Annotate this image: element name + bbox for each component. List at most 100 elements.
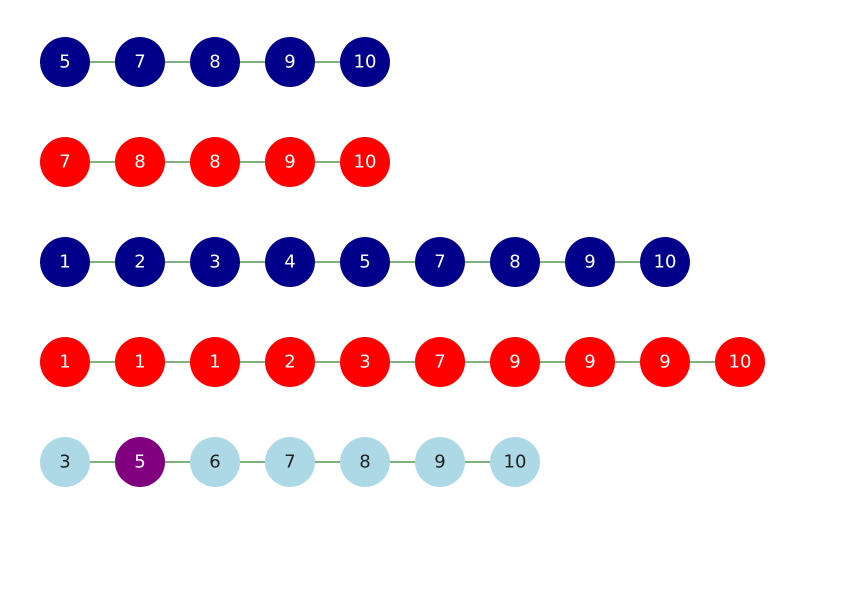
node-value: 1 (209, 352, 220, 373)
list-node: 4 (265, 237, 315, 287)
node-circle (715, 337, 765, 387)
node-value: 9 (284, 152, 295, 173)
node-circle (415, 437, 465, 487)
list-node: 10 (340, 137, 390, 187)
node-circle (565, 237, 615, 287)
node-circle (640, 337, 690, 387)
node-circle (265, 337, 315, 387)
list-node: 7 (265, 437, 315, 487)
list-node: 9 (640, 337, 690, 387)
node-value: 2 (134, 252, 145, 273)
list-node: 10 (640, 237, 690, 287)
node-circle (115, 237, 165, 287)
list-node: 9 (565, 237, 615, 287)
node-circle (265, 37, 315, 87)
list-node: 1 (40, 237, 90, 287)
list-node: 2 (115, 237, 165, 287)
list-node: 7 (40, 137, 90, 187)
node-value: 10 (729, 352, 752, 373)
node-value: 5 (59, 52, 70, 73)
list-node: 9 (490, 337, 540, 387)
node-value: 10 (354, 152, 377, 173)
node-circle (565, 337, 615, 387)
node-value: 10 (504, 452, 527, 473)
list-node: 8 (190, 137, 240, 187)
list-node: 1 (40, 337, 90, 387)
node-circle (340, 237, 390, 287)
node-circle (115, 137, 165, 187)
node-value: 10 (654, 252, 677, 273)
diagram-root: 5 7 8 9 107 8 8 9 101 2 3 4 5 7 8 9 101 1 1 2 3 7 9 9 9 103 5 6 7 8 9 1… (40, 37, 765, 487)
node-value: 9 (284, 52, 295, 73)
node-value: 3 (59, 452, 70, 473)
node-value: 8 (134, 152, 145, 173)
node-circle (40, 337, 90, 387)
node-circle (40, 37, 90, 87)
node-value: 5 (134, 452, 145, 473)
node-circle (490, 237, 540, 287)
node-value: 9 (584, 252, 595, 273)
list-node: 8 (115, 137, 165, 187)
node-value: 3 (209, 252, 220, 273)
node-circle (115, 37, 165, 87)
node-value: 5 (359, 252, 370, 273)
node-circle (340, 37, 390, 87)
node-circle (190, 137, 240, 187)
node-value: 2 (284, 352, 295, 373)
list-node: 5 (115, 437, 165, 487)
node-circle (190, 237, 240, 287)
node-value: 1 (134, 352, 145, 373)
node-value: 9 (509, 352, 520, 373)
node-circle (190, 37, 240, 87)
node-value: 4 (284, 252, 295, 273)
node-circle (40, 437, 90, 487)
node-value: 7 (134, 52, 145, 73)
node-circle (190, 437, 240, 487)
node-circle (640, 237, 690, 287)
list-node: 7 (415, 337, 465, 387)
node-value: 8 (209, 52, 220, 73)
linked-list-4: 1 1 1 2 3 7 9 9 9 10 (40, 337, 765, 387)
list-node: 5 (40, 37, 90, 87)
node-value: 8 (359, 452, 370, 473)
list-node: 6 (190, 437, 240, 487)
node-circle (190, 337, 240, 387)
node-value: 9 (659, 352, 670, 373)
node-value: 7 (434, 352, 445, 373)
list-node: 3 (190, 237, 240, 287)
linked-list-1: 5 7 8 9 10 (40, 37, 390, 87)
node-circle (40, 137, 90, 187)
linked-list-2: 7 8 8 9 10 (40, 137, 390, 187)
list-node: 8 (340, 437, 390, 487)
node-value: 7 (434, 252, 445, 273)
list-node: 8 (190, 37, 240, 87)
node-circle (115, 437, 165, 487)
node-value: 9 (584, 352, 595, 373)
node-value: 6 (209, 452, 220, 473)
list-node: 10 (715, 337, 765, 387)
node-value: 1 (59, 352, 70, 373)
node-circle (265, 437, 315, 487)
list-node: 3 (340, 337, 390, 387)
node-circle (340, 137, 390, 187)
list-node: 7 (115, 37, 165, 87)
list-node: 1 (115, 337, 165, 387)
linked-list-3: 1 2 3 4 5 7 8 9 10 (40, 237, 690, 287)
node-circle (115, 337, 165, 387)
node-circle (340, 437, 390, 487)
list-node: 9 (565, 337, 615, 387)
node-circle (490, 337, 540, 387)
linked-list-5: 3 5 6 7 8 9 10 (40, 437, 540, 487)
node-circle (40, 237, 90, 287)
list-node: 9 (265, 37, 315, 87)
list-node: 2 (265, 337, 315, 387)
node-circle (415, 237, 465, 287)
list-node: 1 (190, 337, 240, 387)
list-node: 9 (265, 137, 315, 187)
list-node: 5 (340, 237, 390, 287)
node-value: 3 (359, 352, 370, 373)
list-node: 9 (415, 437, 465, 487)
node-circle (490, 437, 540, 487)
node-value: 10 (354, 52, 377, 73)
